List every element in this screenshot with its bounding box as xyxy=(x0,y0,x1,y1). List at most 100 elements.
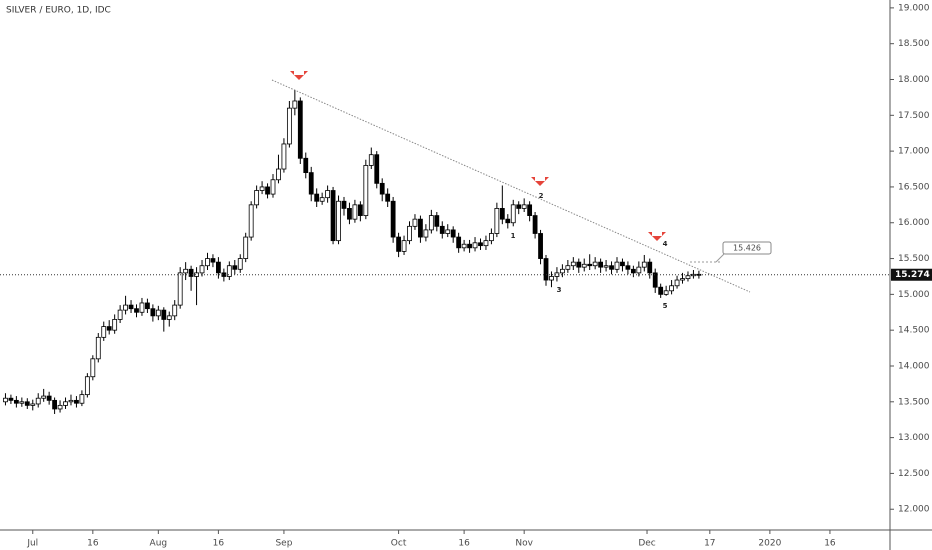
candle-body xyxy=(210,258,216,263)
candle-body xyxy=(543,258,549,281)
x-tick-label: 16 xyxy=(458,539,470,549)
candle-body xyxy=(385,193,391,202)
candle-body xyxy=(570,261,576,267)
candle-body xyxy=(123,304,128,311)
x-tick-label: 17 xyxy=(704,539,715,549)
wave-label: 1 xyxy=(511,232,516,240)
candle-body xyxy=(374,154,380,184)
candle-body xyxy=(254,190,260,206)
candle-body xyxy=(90,358,96,378)
candle-body xyxy=(576,261,582,268)
y-tick-label: 18.000 xyxy=(898,75,930,85)
y-tick-label: 13.000 xyxy=(898,433,930,443)
candle-body xyxy=(303,157,309,174)
candle-body xyxy=(52,399,58,410)
candle-body xyxy=(598,261,604,268)
candle-body xyxy=(74,399,79,404)
candle-body xyxy=(647,261,653,274)
x-tick-label: Sep xyxy=(275,539,292,549)
wave-label: 2 xyxy=(539,192,544,200)
candle-body xyxy=(669,285,674,292)
arrow xyxy=(531,177,549,186)
candle-body xyxy=(428,215,434,231)
candle-body xyxy=(478,242,483,247)
candle-body xyxy=(434,215,440,227)
candle-body xyxy=(587,263,593,267)
candle-body xyxy=(363,165,369,216)
candle-body xyxy=(319,197,325,202)
x-tick-label: Aug xyxy=(150,539,168,549)
candle-body xyxy=(177,272,183,306)
chart-title: SILVER / EURO, 1D, IDC xyxy=(6,6,111,16)
candle-body xyxy=(510,204,516,224)
candle-body xyxy=(390,200,396,238)
candle-body xyxy=(614,261,620,270)
candle-body xyxy=(166,315,172,320)
candle-body xyxy=(8,397,14,401)
candle-body xyxy=(559,268,565,274)
candle-body xyxy=(35,397,41,405)
candle-body xyxy=(265,186,270,195)
y-tick-label: 17.000 xyxy=(898,147,930,157)
candle-body xyxy=(636,266,642,274)
y-tick-label: 14.000 xyxy=(898,361,930,371)
y-tick-label: 13.500 xyxy=(898,397,930,407)
candle-body xyxy=(188,268,194,277)
candle-body xyxy=(549,276,554,281)
candle-body xyxy=(336,200,341,242)
candle-body xyxy=(117,309,123,320)
candle-body xyxy=(538,233,543,259)
x-tick-label: 16 xyxy=(824,539,836,549)
candle-body xyxy=(30,403,36,406)
candle-body xyxy=(456,236,462,249)
candle-body xyxy=(516,204,522,209)
x-tick-label: 16 xyxy=(213,539,225,549)
candle-body xyxy=(483,240,489,247)
callout-box xyxy=(722,241,772,255)
candle-body xyxy=(685,275,691,280)
candle-body xyxy=(79,394,85,404)
candle-body xyxy=(565,265,571,270)
candle-body xyxy=(145,302,150,310)
candle-body xyxy=(499,208,505,220)
candle-body xyxy=(150,308,156,317)
candle-body xyxy=(341,200,347,209)
candle-body xyxy=(472,242,478,249)
x-tick-label: Nov xyxy=(515,539,533,549)
candle-body xyxy=(663,290,669,295)
candle-body xyxy=(696,273,702,276)
candle-body xyxy=(134,308,139,313)
candle-body xyxy=(232,265,238,270)
candle-body xyxy=(139,302,145,313)
candle-body xyxy=(276,168,281,181)
candle-body xyxy=(46,395,52,401)
candle-body xyxy=(19,401,25,404)
y-tick-label: 18.500 xyxy=(898,39,930,49)
candle-body xyxy=(248,204,254,238)
candle-body xyxy=(352,204,358,220)
candle-body xyxy=(68,399,74,403)
candle-body xyxy=(494,208,500,234)
arrow xyxy=(648,232,666,241)
candle-body xyxy=(95,336,101,360)
candle-body xyxy=(581,263,587,268)
candle-body xyxy=(57,404,63,410)
candle-body xyxy=(128,304,134,310)
candle-body xyxy=(292,100,298,109)
wave-label: 5 xyxy=(663,302,668,310)
candle-body xyxy=(314,193,320,202)
candle-body xyxy=(439,225,445,234)
candle-body xyxy=(418,218,423,238)
arrow xyxy=(290,71,308,80)
candle-body xyxy=(226,265,232,277)
candle-body xyxy=(532,215,538,234)
wave-label: 3 xyxy=(557,286,562,294)
y-tick-label: 17.500 xyxy=(898,111,930,121)
y-tick-label: 16.500 xyxy=(898,182,930,192)
candle-body xyxy=(489,233,494,242)
candle-body xyxy=(450,229,456,238)
candle-body xyxy=(106,326,112,331)
candle-body xyxy=(199,265,205,274)
candle-body xyxy=(527,204,533,216)
